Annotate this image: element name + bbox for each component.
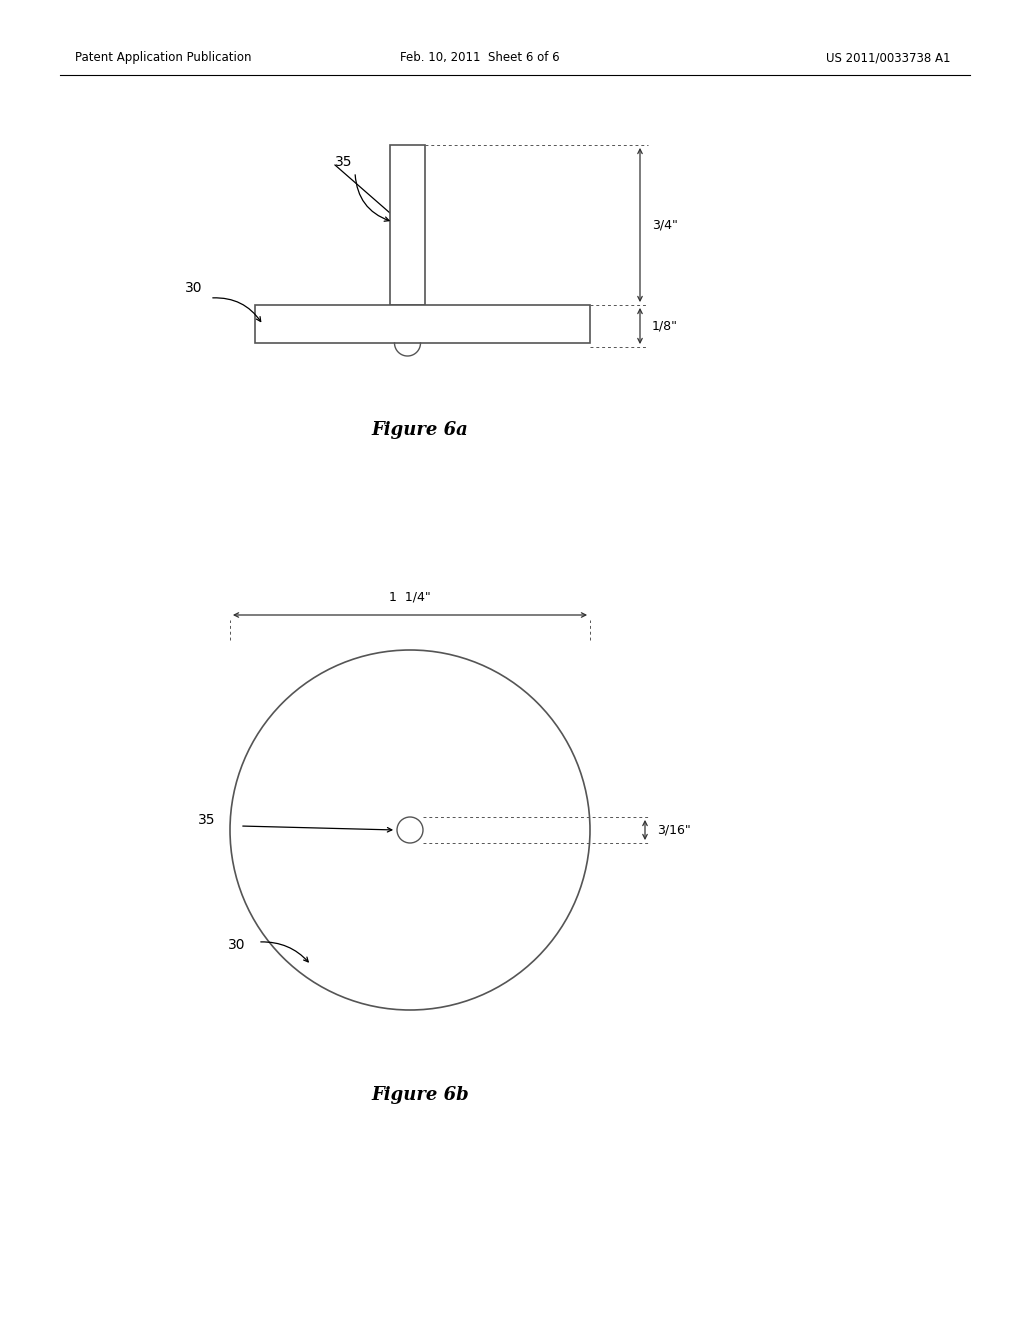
Text: Patent Application Publication: Patent Application Publication xyxy=(75,51,252,65)
Text: US 2011/0033738 A1: US 2011/0033738 A1 xyxy=(825,51,950,65)
Text: 1  1/4": 1 1/4" xyxy=(389,590,431,603)
Text: 35: 35 xyxy=(335,154,352,169)
Text: Figure 6b: Figure 6b xyxy=(371,1086,469,1104)
Text: 1/8": 1/8" xyxy=(652,319,678,333)
Text: 35: 35 xyxy=(198,813,215,828)
Text: 30: 30 xyxy=(228,939,246,952)
Text: 3/16": 3/16" xyxy=(657,824,691,837)
Text: Feb. 10, 2011  Sheet 6 of 6: Feb. 10, 2011 Sheet 6 of 6 xyxy=(400,51,560,65)
Text: Figure 6a: Figure 6a xyxy=(372,421,468,440)
Bar xyxy=(390,145,425,305)
Text: 30: 30 xyxy=(185,281,203,294)
Text: 3/4": 3/4" xyxy=(652,219,678,231)
Bar xyxy=(255,305,590,343)
